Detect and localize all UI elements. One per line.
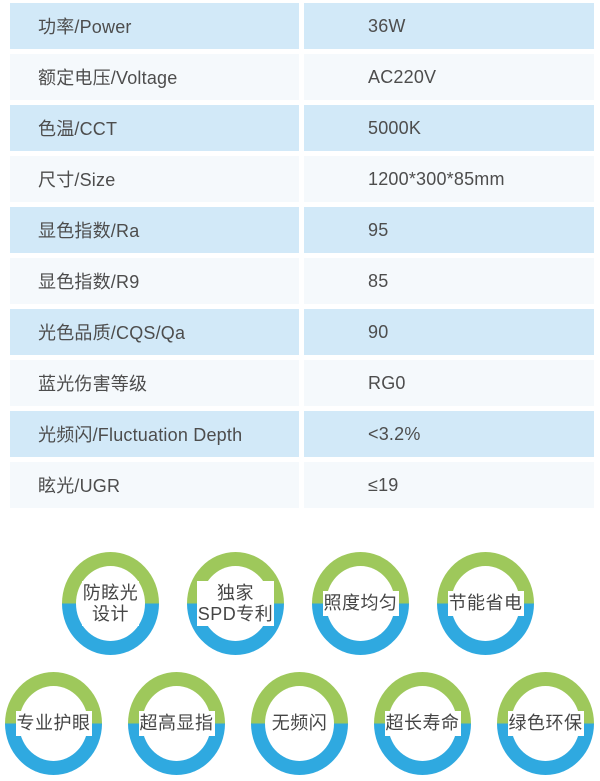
spec-label: 额定电压/Voltage [10, 54, 299, 100]
spec-row-flicker: 光频闪/Fluctuation Depth <3.2% [10, 411, 594, 457]
spec-value: RG0 [304, 360, 594, 406]
spec-label: 光频闪/Fluctuation Depth [10, 411, 299, 457]
spec-value: 36W [304, 3, 594, 49]
spec-label: 尺寸/Size [10, 156, 299, 202]
feature-badges-row-2: 专业护眼 超高显指 无频闪 超长寿命 绿色环保 [5, 672, 594, 775]
spec-value: AC220V [304, 54, 594, 100]
spec-value: 95 [304, 207, 594, 253]
spec-value: 1200*300*85mm [304, 156, 594, 202]
feature-badge-uniform-illuminance: 照度均匀 [312, 552, 409, 655]
spec-label: 蓝光伤害等级 [10, 360, 299, 406]
feature-badges-row-1: 防眩光 设计 独家 SPD专利 照度均匀 节能省电 [62, 552, 534, 655]
spec-label: 功率/Power [10, 3, 299, 49]
spec-table: 功率/Power 36W 额定电压/Voltage AC220V 色温/CCT … [10, 3, 594, 513]
spec-value: <3.2% [304, 411, 594, 457]
spec-row-ra: 显色指数/Ra 95 [10, 207, 594, 253]
spec-label: 光色品质/CQS/Qa [10, 309, 299, 355]
spec-row-size: 尺寸/Size 1200*300*85mm [10, 156, 594, 202]
spec-label: 显色指数/Ra [10, 207, 299, 253]
feature-badge-label: 超长寿命 [384, 711, 461, 736]
feature-badge-spd-patent: 独家 SPD专利 [187, 552, 284, 655]
feature-badge-long-life: 超长寿命 [374, 672, 471, 775]
feature-badge-anti-glare: 防眩光 设计 [62, 552, 159, 655]
feature-badge-label: 防眩光 设计 [81, 580, 140, 627]
feature-badge-energy-saving: 节能省电 [437, 552, 534, 655]
feature-badge-label: 照度均匀 [322, 591, 399, 616]
feature-badge-label: 专业护眼 [15, 711, 92, 736]
feature-badge-label: 无频闪 [270, 711, 329, 736]
spec-row-r9: 显色指数/R9 85 [10, 258, 594, 304]
spec-row-ugr: 眩光/UGR ≤19 [10, 462, 594, 508]
spec-label: 眩光/UGR [10, 462, 299, 508]
spec-value: 5000K [304, 105, 594, 151]
feature-badge-no-flicker: 无频闪 [251, 672, 348, 775]
feature-badge-eye-protection: 专业护眼 [5, 672, 102, 775]
spec-row-cqs: 光色品质/CQS/Qa 90 [10, 309, 594, 355]
feature-badge-high-cri: 超高显指 [128, 672, 225, 775]
spec-row-blue-light: 蓝光伤害等级 RG0 [10, 360, 594, 406]
spec-row-cct: 色温/CCT 5000K [10, 105, 594, 151]
spec-value: 90 [304, 309, 594, 355]
spec-row-voltage: 额定电压/Voltage AC220V [10, 54, 594, 100]
feature-badge-eco-friendly: 绿色环保 [497, 672, 594, 775]
feature-badge-label: 超高显指 [138, 711, 215, 736]
spec-value: 85 [304, 258, 594, 304]
feature-badge-label: 绿色环保 [507, 711, 584, 736]
spec-row-power: 功率/Power 36W [10, 3, 594, 49]
feature-badge-label: 节能省电 [447, 591, 524, 616]
feature-badge-label: 独家 SPD专利 [196, 580, 275, 627]
spec-value: ≤19 [304, 462, 594, 508]
spec-label: 显色指数/R9 [10, 258, 299, 304]
spec-label: 色温/CCT [10, 105, 299, 151]
